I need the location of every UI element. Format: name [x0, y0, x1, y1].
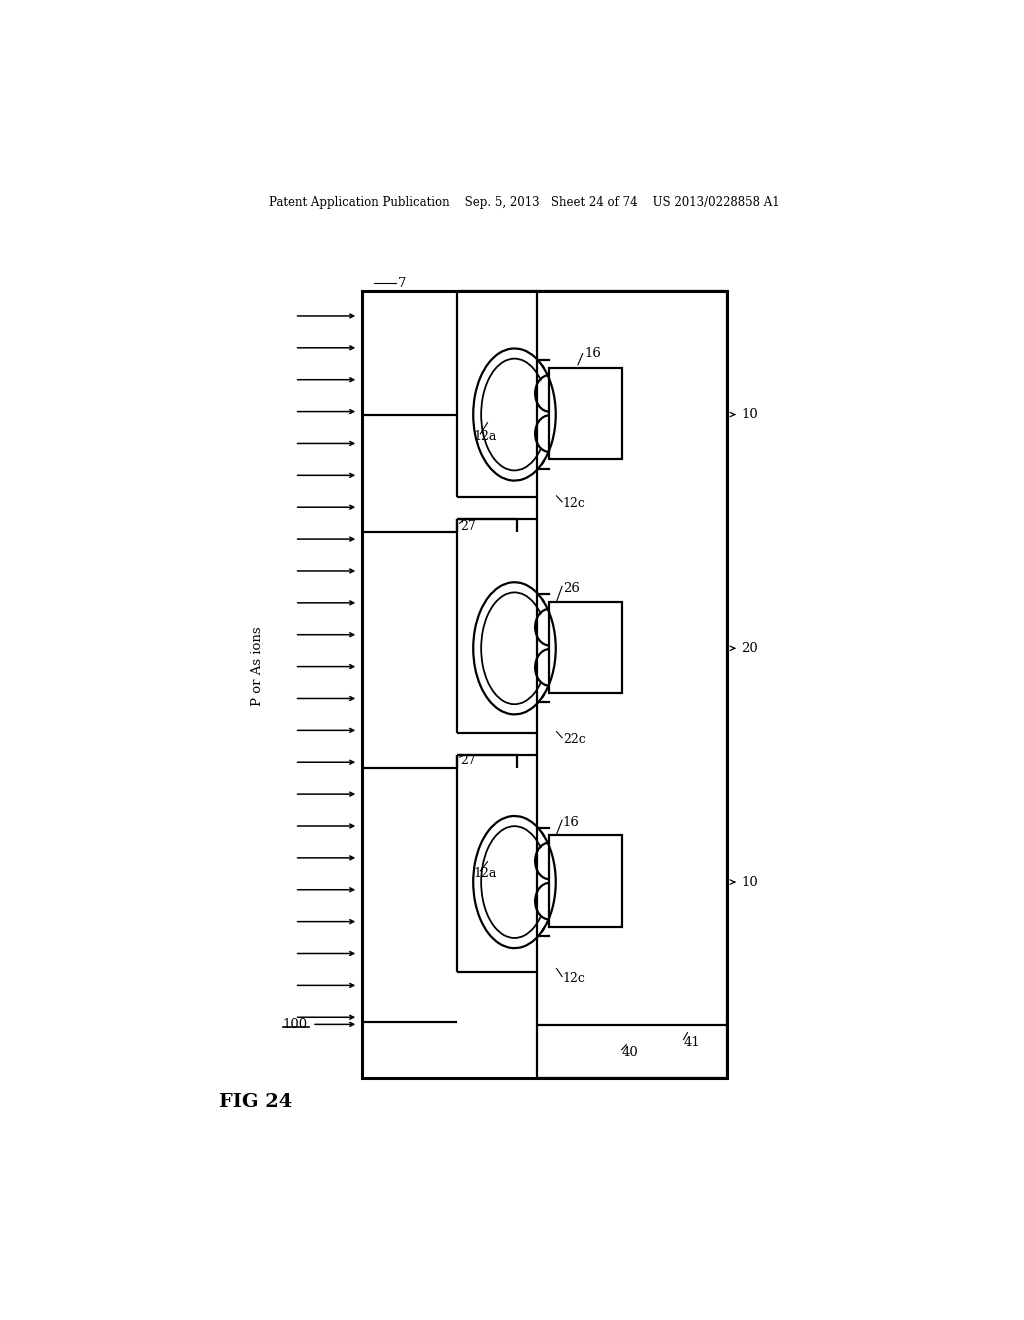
Bar	[550, 368, 623, 459]
Text: 41: 41	[684, 1036, 700, 1049]
Text: 26: 26	[563, 582, 580, 595]
Text: 12a: 12a	[473, 867, 497, 880]
Text: 20: 20	[730, 642, 758, 655]
Text: 7: 7	[397, 277, 407, 290]
Text: 12c: 12c	[563, 972, 586, 985]
Text: 10: 10	[730, 875, 758, 888]
Text: P or As ions: P or As ions	[251, 627, 264, 706]
Text: 12c: 12c	[563, 498, 586, 511]
Text: Patent Application Publication    Sep. 5, 2013   Sheet 24 of 74    US 2013/02288: Patent Application Publication Sep. 5, 2…	[269, 195, 780, 209]
Bar	[362, 290, 727, 1078]
Text: 16: 16	[563, 816, 580, 829]
Text: 40: 40	[622, 1047, 638, 1060]
Text: 27: 27	[460, 754, 475, 767]
Text: FIG 24: FIG 24	[219, 1093, 293, 1110]
Text: 10: 10	[730, 408, 758, 421]
Text: 100: 100	[283, 1018, 308, 1031]
Text: 16: 16	[585, 347, 601, 360]
Text: 22c: 22c	[563, 734, 586, 746]
Bar	[550, 836, 623, 927]
Bar	[537, 290, 727, 1078]
Text: 27: 27	[460, 520, 475, 533]
Text: 12a: 12a	[473, 430, 497, 444]
Bar	[550, 602, 623, 693]
